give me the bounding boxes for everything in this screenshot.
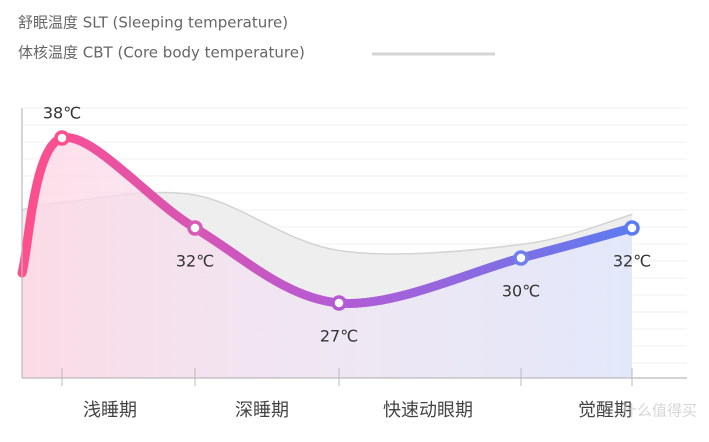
phase-label: 深睡期 — [235, 400, 289, 421]
data-label: 38℃ — [43, 104, 81, 123]
data-label: 32℃ — [613, 252, 651, 271]
data-label: 30℃ — [502, 282, 540, 301]
axes — [21, 108, 687, 379]
legend: 舒眠温度 SLT (Sleeping temperature) 体核温度 CBT … — [18, 14, 495, 62]
phase-label: 浅睡期 — [83, 400, 137, 421]
data-label: 32℃ — [176, 252, 214, 271]
point — [331, 295, 347, 311]
phase-label: 觉醒期 — [578, 400, 632, 421]
watermark: 什么值得买 — [622, 402, 697, 420]
legend-label: 舒眠温度 SLT (Sleeping temperature) — [18, 14, 288, 32]
point — [187, 220, 203, 236]
plot — [17, 130, 640, 386]
point — [54, 130, 70, 146]
area — [22, 137, 632, 378]
labels: 38℃ 32℃ 27℃ 30℃ 32℃ 浅睡期 深睡期 快速动眼期 觉醒期 — [43, 104, 651, 422]
point — [624, 220, 640, 236]
data-label: 27℃ — [320, 327, 358, 346]
point — [513, 250, 529, 266]
legend-label: 体核温度 CBT (Core body temperature) — [18, 44, 305, 62]
phase-label: 快速动眼期 — [383, 400, 473, 421]
